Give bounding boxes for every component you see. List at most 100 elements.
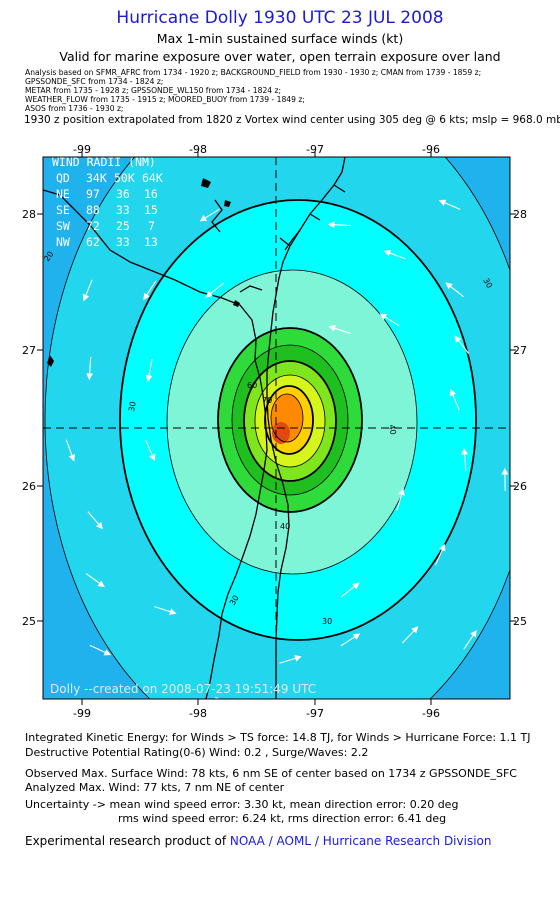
contour-label: 40 bbox=[280, 522, 290, 531]
subtitle-winds: Max 1-min sustained surface winds (kt) bbox=[156, 31, 404, 46]
credit-line: Experimental research product of NOAA / … bbox=[25, 834, 491, 848]
wind-radii-cell: 33 bbox=[116, 203, 130, 217]
credit-prefix: Experimental research product of bbox=[25, 834, 230, 848]
wind-radii-row: SW 72 25 7 bbox=[56, 219, 155, 233]
lat-tick-label: 26 bbox=[22, 480, 36, 493]
contour-label: 30 bbox=[322, 617, 332, 626]
wind-radii-header: QD 34K 50K 64K bbox=[56, 171, 163, 185]
wind-radii-cell: 7 bbox=[148, 219, 155, 233]
credit-org-link[interactable]: NOAA / AOML / Hurricane Research Divisio… bbox=[229, 834, 492, 848]
lat-tick-label: 25 bbox=[22, 615, 36, 628]
coastline bbox=[43, 157, 346, 699]
plot-frame bbox=[42, 156, 511, 700]
wind-vector-head bbox=[82, 293, 90, 302]
analysis-line: ASOS from 1736 - 1930 z; bbox=[25, 104, 124, 113]
contour-label: 30 bbox=[481, 277, 494, 290]
wind-radii-title: WIND RADII (NM) bbox=[52, 155, 156, 169]
wind-radii-row: NE 97 36 16 bbox=[56, 187, 158, 201]
analysis-line: METAR from 1735 - 1928 z; GPSSONDE_WL150… bbox=[25, 86, 282, 95]
lon-tick-label: -99 bbox=[73, 143, 91, 156]
wind-radii-table: WIND RADII (NM) QD 34K 50K 64K NE 97 36 … bbox=[52, 155, 163, 249]
wind-vector-head bbox=[97, 580, 105, 588]
wind-vector-head bbox=[398, 488, 405, 496]
position-line: 1930 z position extrapolated from 1820 z… bbox=[24, 114, 560, 126]
uncertainty-rms-line: rms wind speed error: 6.24 kt, rms direc… bbox=[118, 812, 447, 825]
lat-tick-labels-right: 28 27 26 25 bbox=[513, 208, 527, 628]
wind-vector-head bbox=[352, 582, 360, 590]
wind-vector-head bbox=[199, 214, 208, 222]
contour-label: 40 bbox=[387, 424, 398, 436]
wind-radii-cell: 16 bbox=[144, 187, 158, 201]
wind-radii-cell: 25 bbox=[116, 219, 130, 233]
uncertainty-line: Uncertainty -> mean wind speed error: 3.… bbox=[25, 798, 459, 811]
wind-radii-cell: 72 bbox=[86, 219, 100, 233]
observed-max-line: Observed Max. Surface Wind: 78 kts, 6 nm… bbox=[25, 767, 517, 780]
page-title: Hurricane Dolly 1930 UTC 23 JUL 2008 bbox=[116, 8, 444, 28]
wind-vector-head bbox=[383, 249, 392, 257]
wind-radii-cell: 88 bbox=[86, 203, 100, 217]
wind-vector-head bbox=[294, 655, 302, 662]
wind-radii-cell: SW bbox=[56, 219, 70, 233]
contour-labels: 20 30 30 30 30 40 40 60 70 bbox=[43, 250, 494, 626]
wind-vector-head bbox=[68, 453, 76, 462]
contour-label: 70 bbox=[262, 396, 272, 405]
analysis-line: WEATHER_FLOW from 1735 - 1915 z; MOORED_… bbox=[25, 95, 305, 104]
contour-label: 30 bbox=[127, 401, 138, 413]
lon-tick-label: -96 bbox=[422, 143, 440, 156]
wind-radii-cell: NW bbox=[56, 235, 70, 249]
wind-vector-head bbox=[145, 374, 153, 383]
dpr-line: Destructive Potential Rating(0-6) Wind: … bbox=[25, 746, 369, 759]
wind-radii-cell: 36 bbox=[116, 187, 130, 201]
lat-tick-label: 28 bbox=[22, 208, 36, 221]
wind-vector-head bbox=[501, 467, 509, 475]
lon-tick-label: -97 bbox=[306, 707, 324, 720]
subtitle-exposure: Valid for marine exposure over water, op… bbox=[59, 49, 501, 64]
wind-vector-head bbox=[352, 633, 361, 640]
wind-vector-head bbox=[86, 373, 94, 381]
contour-lines bbox=[44, 157, 510, 699]
analysis-line: Analysis based on SFMR_AFRC from 1734 - … bbox=[25, 68, 482, 77]
wind-map: 20 30 30 30 30 40 40 60 70 WIND RADII (N… bbox=[22, 143, 527, 720]
axis-ticks bbox=[37, 151, 516, 705]
lon-tick-labels-bottom: -99 -98 -97 -96 bbox=[73, 707, 440, 720]
wind-vector-head bbox=[449, 388, 456, 397]
wind-vector-head bbox=[411, 626, 419, 634]
wind-radii-cell: 33 bbox=[116, 235, 130, 249]
created-stamp: Dolly --created on 2008-07-23 19:51:49 U… bbox=[50, 682, 316, 696]
lat-tick-label: 25 bbox=[513, 615, 527, 628]
lon-tick-label: -96 bbox=[422, 707, 440, 720]
wind-vector-head bbox=[445, 282, 453, 290]
contour-lines-bold bbox=[119, 199, 477, 641]
wind-vectors bbox=[65, 199, 509, 699]
wind-radii-cell: 62 bbox=[86, 235, 100, 249]
lat-tick-label: 26 bbox=[513, 480, 527, 493]
wind-vector-head bbox=[149, 453, 156, 462]
wind-band-core bbox=[272, 422, 290, 444]
lon-tick-labels-top: -99 -98 -97 -96 bbox=[73, 143, 440, 156]
ike-line: Integrated Kinetic Energy: for Winds > T… bbox=[25, 731, 531, 744]
wind-radii-cell: 34K bbox=[86, 171, 107, 185]
lon-tick-label: -97 bbox=[306, 143, 324, 156]
wind-radii-row: SE 88 33 15 bbox=[56, 203, 158, 217]
wind-radii-row: NW 62 33 13 bbox=[56, 235, 158, 249]
wind-vector-head bbox=[379, 313, 388, 320]
lat-tick-label: 28 bbox=[513, 208, 527, 221]
wind-vector-head bbox=[454, 335, 462, 343]
wind-vector-head bbox=[438, 199, 447, 206]
land-fragments bbox=[47, 178, 240, 367]
wind-vector-head bbox=[95, 521, 103, 530]
contour-label: 60 bbox=[247, 381, 257, 390]
wind-radii-cell: 50K bbox=[114, 171, 135, 185]
analyzed-max-line: Analyzed Max. Wind: 77 kts, 7 nm NE of c… bbox=[25, 781, 285, 794]
lat-tick-labels-left: 28 27 26 25 bbox=[22, 208, 36, 628]
wind-radii-cell: QD bbox=[56, 171, 70, 185]
wind-vector-head bbox=[205, 290, 213, 298]
wind-field: 20 30 30 30 30 40 40 60 70 WIND RADII (N… bbox=[43, 155, 510, 699]
wind-vector-head bbox=[143, 292, 150, 301]
lon-tick-label: -98 bbox=[189, 143, 207, 156]
wind-radii-cell: 64K bbox=[142, 171, 163, 185]
lon-tick-label: -99 bbox=[73, 707, 91, 720]
wind-vector-head bbox=[327, 221, 335, 229]
analysis-line: GPSSONDE_SFC from 1734 - 1824 z; bbox=[25, 77, 164, 86]
wind-vector-head bbox=[103, 649, 112, 656]
